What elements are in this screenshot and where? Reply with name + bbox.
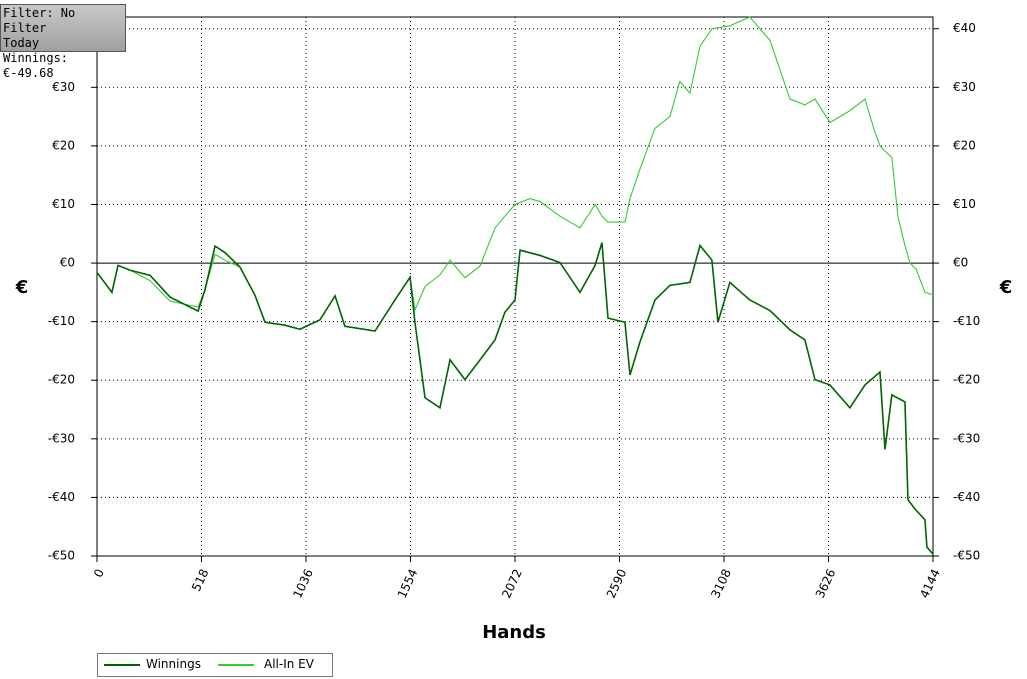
y2-tick-label: -€10 bbox=[953, 314, 980, 328]
y2-tick-label: -€50 bbox=[953, 549, 980, 563]
y2-tick-label: -€40 bbox=[953, 490, 980, 504]
y-tick-label: €30 bbox=[52, 80, 75, 94]
y2-axis-label: € bbox=[999, 277, 1013, 298]
x-tick-label: 0 bbox=[91, 567, 107, 580]
info-line: Filter: No Filter bbox=[3, 6, 76, 35]
legend-label: All-In EV bbox=[264, 657, 314, 671]
y2-tick-label: €40 bbox=[953, 21, 976, 35]
series-line bbox=[96, 16, 934, 332]
x-tick-label: 3108 bbox=[708, 567, 734, 601]
y-tick-label: €20 bbox=[52, 138, 75, 152]
y2-tick-label: -€20 bbox=[953, 373, 980, 387]
legend-swatch bbox=[104, 664, 140, 666]
series-line bbox=[96, 242, 934, 555]
y2-tick-label: €20 bbox=[953, 138, 976, 152]
x-tick-label: 2590 bbox=[604, 567, 630, 601]
y-tick-label: €10 bbox=[52, 197, 75, 211]
y-axis-label: € bbox=[15, 277, 29, 298]
x-tick-label: 1036 bbox=[290, 567, 316, 601]
y2-tick-label: €10 bbox=[953, 197, 976, 211]
x-tick-label: 4144 bbox=[917, 567, 943, 601]
y2-tick-label: €30 bbox=[953, 80, 976, 94]
plot-frame bbox=[96, 16, 934, 557]
info-box: Filter: No Filter Today Winnings: €-49.6… bbox=[0, 4, 126, 80]
info-line: Today bbox=[3, 36, 40, 50]
y-tick-label: -€20 bbox=[48, 373, 75, 387]
y-tick-label: -€40 bbox=[48, 490, 75, 504]
y2-tick-label: €0 bbox=[953, 256, 968, 270]
y-tick-label: -€10 bbox=[48, 314, 75, 328]
x-tick-label: 3626 bbox=[813, 567, 839, 601]
x-tick-label: 1554 bbox=[395, 567, 421, 601]
x-tick-label: 2072 bbox=[499, 567, 525, 601]
y2-tick-label: -€30 bbox=[953, 431, 980, 445]
y-tick-label: €0 bbox=[60, 256, 75, 270]
legend-swatch bbox=[218, 664, 254, 666]
y-tick-label: -€30 bbox=[48, 431, 75, 445]
info-line: Winnings: €-49.68 bbox=[3, 51, 69, 80]
legend-label: Winnings bbox=[146, 657, 201, 671]
legend: Winnings All-In EV bbox=[97, 653, 333, 677]
y-tick-label: -€50 bbox=[48, 549, 75, 563]
x-axis-label: Hands bbox=[482, 622, 546, 643]
x-tick-label: 518 bbox=[189, 567, 211, 594]
